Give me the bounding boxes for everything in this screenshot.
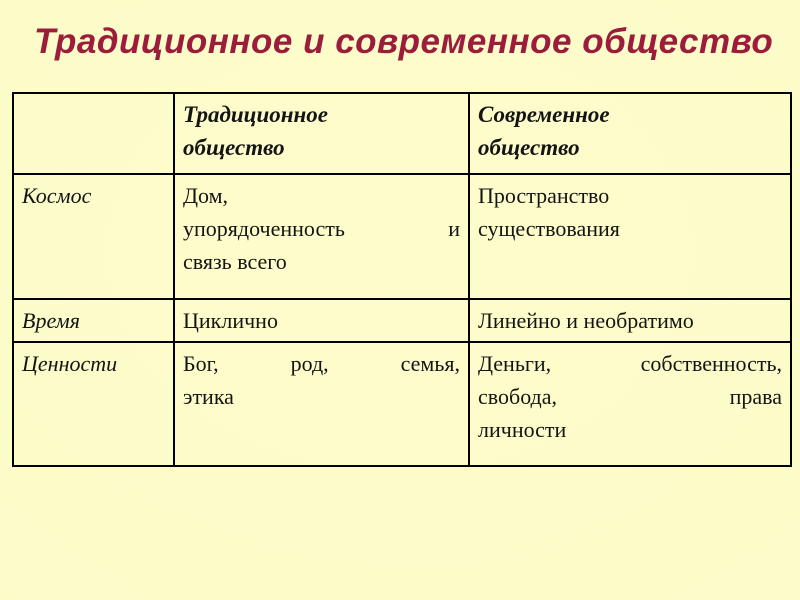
table-row-vremya: Время Циклично Линейно и необратимо <box>12 298 792 343</box>
cell-cennosti-modern: Деньги, собственность, свобода, права ли… <box>468 341 792 467</box>
corner-cell <box>12 92 175 175</box>
cell-text-line: связь всего <box>183 249 287 274</box>
cell-kosmos-modern: Пространство существования <box>468 173 792 300</box>
cell-text-line: Бог, род, семья, <box>183 351 460 376</box>
row-label-vremya: Время <box>12 298 175 343</box>
table-header-row: Традиционное общество Современное общест… <box>12 92 792 175</box>
table-row-cennosti: Ценности Бог, род, семья, этика Деньги, … <box>12 341 792 467</box>
row-label-cennosti: Ценности <box>12 341 175 467</box>
header-line: Современное <box>478 102 610 127</box>
cell-text-line: этика <box>183 384 234 409</box>
slide-title: Традиционное и современное общество <box>34 22 774 61</box>
header-line: общество <box>183 135 285 160</box>
header-cell-traditional: Традиционное общество <box>173 92 470 175</box>
cell-vremya-traditional: Циклично <box>173 298 470 343</box>
cell-text-line: личности <box>478 417 567 442</box>
cell-text-line: Деньги, собственность, <box>478 351 782 376</box>
cell-text-line: свобода, права <box>478 384 782 409</box>
cell-text-line: Дом, <box>183 183 229 208</box>
header-line: Традиционное <box>183 102 329 127</box>
cell-text-line: Циклично <box>183 308 278 333</box>
cell-text-line: Пространство <box>478 183 610 208</box>
cell-vremya-modern: Линейно и необратимо <box>468 298 792 343</box>
header-cell-modern: Современное общество <box>468 92 792 175</box>
header-line: общество <box>478 135 580 160</box>
cell-text-line: Линейно и необратимо <box>478 308 694 333</box>
row-label-kosmos: Космос <box>12 173 175 300</box>
cell-text-line: упорядоченность и <box>183 216 460 241</box>
cell-text-line: существования <box>478 216 620 241</box>
cell-cennosti-traditional: Бог, род, семья, этика <box>173 341 470 467</box>
comparison-table: Традиционное общество Современное общест… <box>12 92 792 467</box>
cell-kosmos-traditional: Дом, упорядоченность и связь всего <box>173 173 470 300</box>
table-row-kosmos: Космос Дом, упорядоченность и связь всег… <box>12 173 792 300</box>
